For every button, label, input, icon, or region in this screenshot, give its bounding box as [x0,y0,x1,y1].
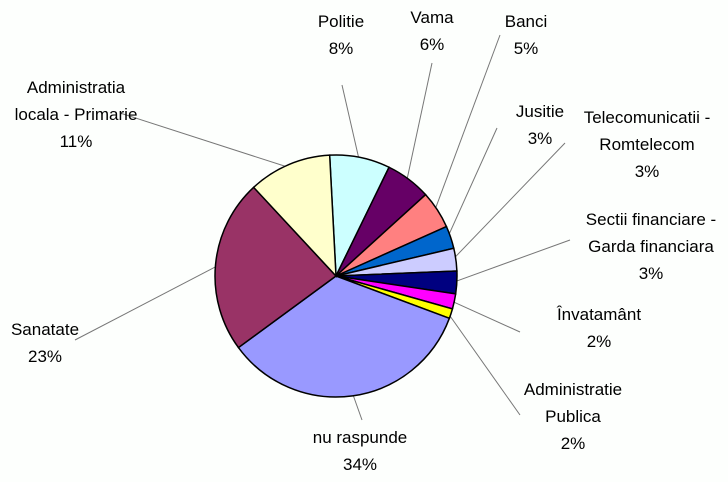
slice-label-text: Romtelecom [599,135,695,154]
slice-percent: 11% [59,132,93,151]
slice-percent: 3% [527,129,553,148]
leader-line-7 [447,312,521,416]
slice-label-2: Banci 5% [505,8,548,62]
slice-percent: 5% [513,39,539,58]
slice-label-text: Publica [545,407,601,426]
slice-label-text: Jusitie [515,102,565,121]
slice-percent: 8% [328,39,354,58]
leader-line-4 [451,142,566,261]
slice-percent: 23% [27,347,63,366]
slice-label-text: Administratie [523,380,623,399]
slice-label-text: Garda financiara [588,237,714,256]
slice-label-3: Jusitie 3% [516,98,564,152]
leader-line-0 [341,84,360,162]
slice-label-text: nu raspunde [312,428,408,447]
leader-line-10 [119,112,291,169]
slice-label-10: Administratia locala - Primarie 11% [15,74,138,155]
slice-label-text: Sectii financiare - [585,210,717,229]
leader-line-5 [453,239,571,283]
slice-label-0: Politie 8% [318,8,364,62]
slice-label-text: Sanatate [10,320,80,339]
slice-percent: 6% [419,35,445,54]
slice-percent: 2% [560,434,586,453]
slice-label-4: Telecomunicatii - Romtelecom 3% [584,104,711,185]
slice-label-9: Sanatate 23% [11,316,79,370]
pie-slice-8 [237,275,451,398]
slice-label-text: locala - Primarie [14,105,138,124]
pie-slice-10 [252,154,337,279]
slice-label-1: Vama 6% [410,4,453,58]
slice-label-text: Telecomunicatii - [583,108,711,127]
slice-label-text: Administratia [26,78,126,97]
slice-label-7: Administratie Publica 2% [524,376,622,457]
leader-line-3 [446,127,498,239]
leader-line-8 [351,392,363,421]
slice-label-text: Învatamânt [556,305,642,324]
slice-label-5: Sectii financiare - Garda financiara 3% [586,206,716,287]
slice-label-text: Vama [410,8,454,27]
slice-label-6: Învatamânt 2% [557,301,641,355]
slice-percent: 2% [586,332,612,351]
leader-line-2 [433,34,501,212]
leader-line-9 [74,264,220,341]
slice-label-text: Politie [317,12,365,31]
slice-label-text: Banci [504,12,548,31]
slice-percent: 34% [342,455,378,474]
slice-label-8: nu raspunde 34% [313,424,408,478]
leader-line-6 [450,300,521,333]
leader-line-1 [405,62,433,183]
slice-percent: 3% [634,162,660,181]
slice-percent: 3% [638,264,664,283]
pie-slice-9 [214,186,338,349]
